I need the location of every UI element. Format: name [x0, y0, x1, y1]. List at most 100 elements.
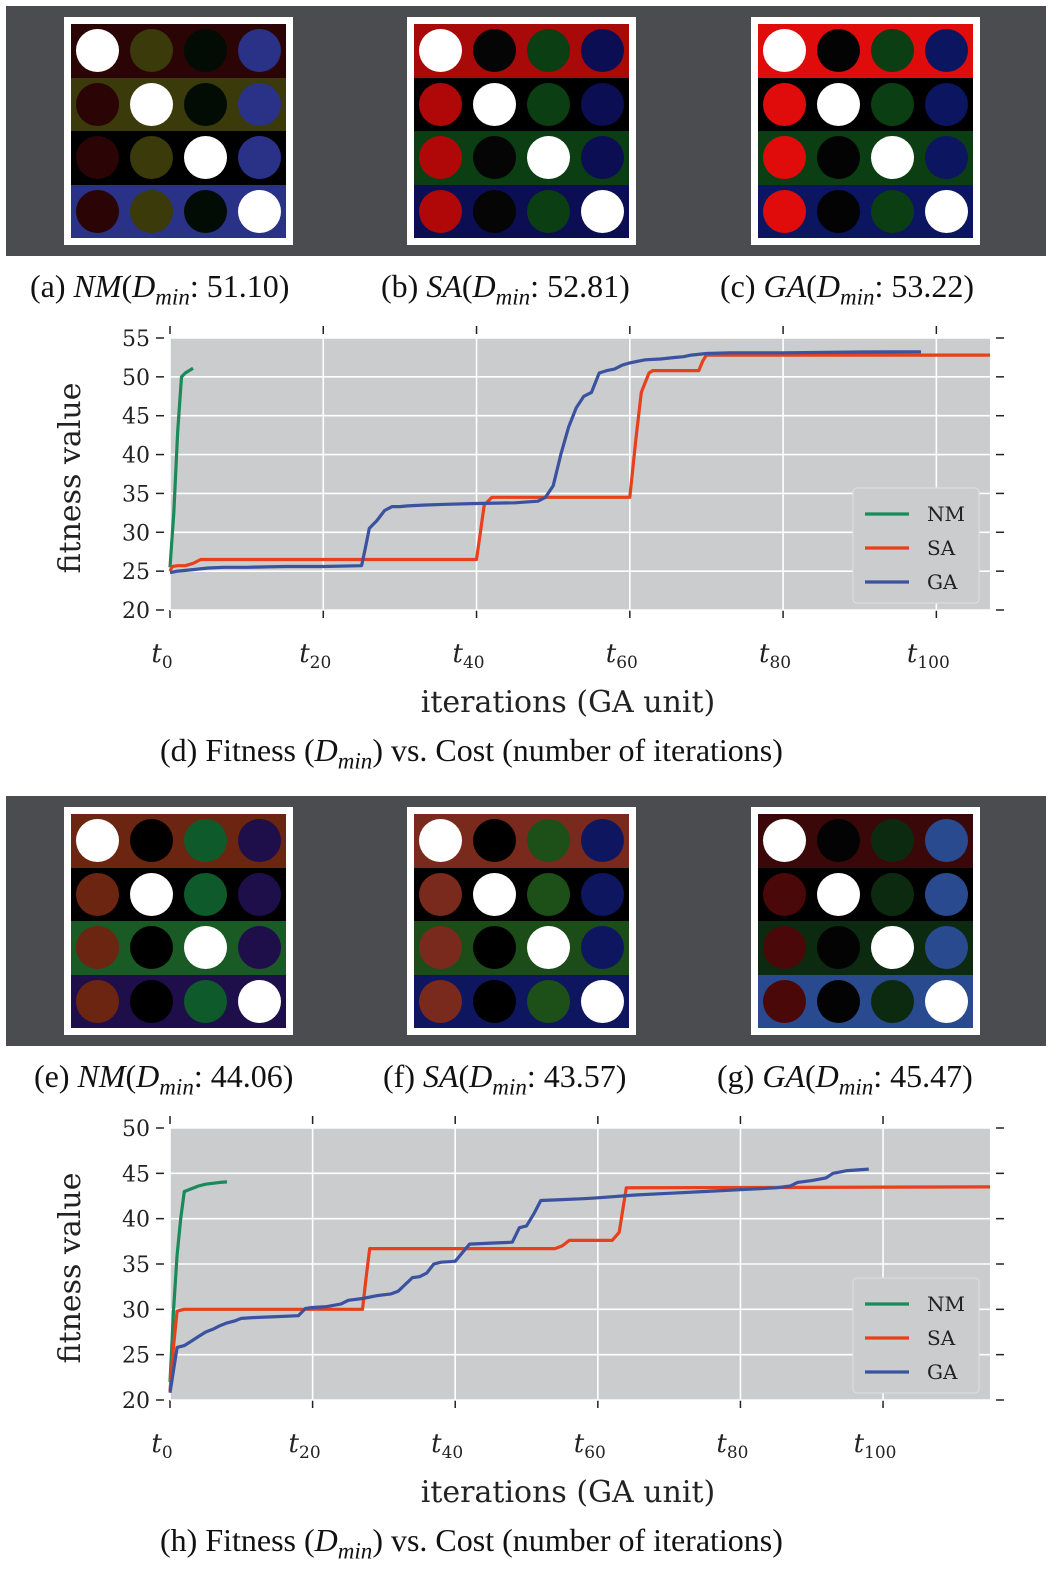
tile-circle [183, 29, 227, 73]
x-tick-label: t20 [299, 639, 331, 673]
tile-circle [924, 136, 968, 180]
tile-circle [419, 29, 463, 73]
y-tick-label: 25 [122, 560, 150, 585]
caption-a: (a) NM(Dmin: 51.10) [30, 268, 290, 310]
tile-circle [237, 189, 281, 233]
tile-circle [183, 189, 227, 233]
tile-circle [817, 189, 861, 233]
tile-circle [580, 136, 624, 180]
tile-circle [130, 819, 174, 863]
tile-circle [473, 29, 517, 73]
tile-circle [130, 136, 174, 180]
tile-band [71, 921, 286, 975]
tile-circle [870, 872, 914, 916]
tile-circle [870, 82, 914, 126]
tile-circle [130, 926, 174, 970]
x-tick-label: t40 [431, 1429, 463, 1463]
tile-band [414, 921, 629, 975]
tile-circle [526, 29, 570, 73]
tile-a [64, 17, 293, 245]
y-tick-label: 40 [122, 1208, 150, 1233]
tile-band [758, 867, 973, 921]
y-axis-label: fitness value [53, 383, 88, 574]
tile-circle [419, 136, 463, 180]
y-tick-label: 45 [122, 405, 150, 430]
tile-circle [237, 926, 281, 970]
tile-band [758, 921, 973, 975]
tile-band [414, 131, 629, 185]
tile-f [407, 807, 636, 1035]
tile-circle [419, 189, 463, 233]
tile-circle [763, 926, 807, 970]
tile-circle [817, 926, 861, 970]
tile-circle [526, 979, 570, 1023]
tile-circle [237, 872, 281, 916]
tile-band [414, 867, 629, 921]
tile-circle [76, 926, 120, 970]
chart-d: 20 25 30 35 40 45 50 55 t0 t20 t40 t60 t80 t100 iterat… [53, 326, 1004, 720]
tile-circle [924, 872, 968, 916]
tile-b [407, 17, 636, 245]
x-tick-label: t80 [716, 1429, 748, 1463]
tile-circle [580, 82, 624, 126]
x-axis-label: iterations (GA unit) [421, 1475, 715, 1510]
tile-circle [870, 136, 914, 180]
tile-band [414, 974, 629, 1028]
tile-circle [183, 926, 227, 970]
tile-band [71, 814, 286, 868]
tile-circle [924, 29, 968, 73]
series-line-nm [168, 366, 194, 568]
series-line-ga [168, 1167, 869, 1393]
tile-circle [817, 29, 861, 73]
tile-circle [817, 819, 861, 863]
legend-box [852, 1277, 980, 1394]
tile-circle [763, 29, 807, 73]
tile-circle [817, 872, 861, 916]
tile-circle [473, 189, 517, 233]
chart-h: 20 25 30 35 40 45 50 t0 t20 t40 t60 t80 t100 iteratio… [53, 1116, 1004, 1510]
tile-band [758, 24, 973, 78]
tile-circle [580, 872, 624, 916]
tile-circle [130, 872, 174, 916]
tile-circle [763, 872, 807, 916]
tile-circle [237, 29, 281, 73]
tile-g [751, 807, 980, 1035]
tile-circle [817, 82, 861, 126]
tile-band [758, 814, 973, 868]
tile-circle [419, 979, 463, 1023]
tile-band [414, 77, 629, 131]
tile-circle [580, 979, 624, 1023]
tile-circle [526, 926, 570, 970]
tile-circle [76, 136, 120, 180]
tile-circle [526, 819, 570, 863]
tile-circle [419, 926, 463, 970]
x-tick-label: t100 [854, 1429, 897, 1463]
y-tick-label: 45 [122, 1162, 150, 1187]
y-tick-label: 55 [122, 327, 150, 352]
x-tick-label: t0 [151, 1429, 172, 1463]
tile-circle [76, 872, 120, 916]
tile-circle [580, 29, 624, 73]
tile-circle [183, 136, 227, 180]
tile-circle [237, 82, 281, 126]
tile-circle [183, 82, 227, 126]
tile-circle [473, 872, 517, 916]
x-tick-label: t20 [289, 1429, 321, 1463]
tile-circle [526, 82, 570, 126]
caption-h: (h) Fitness (Dmin) vs. Cost (number of i… [160, 1522, 783, 1564]
tile-circle [580, 189, 624, 233]
tile-circle [526, 189, 570, 233]
tile-circle [473, 926, 517, 970]
tile-circle [817, 979, 861, 1023]
tile-circle [130, 189, 174, 233]
x-tick-label: t0 [151, 639, 172, 673]
tile-circle [473, 136, 517, 180]
x-tick-label: t80 [759, 639, 791, 673]
tile-circle [76, 29, 120, 73]
y-tick-label: 50 [122, 1117, 150, 1142]
tile-circle [130, 979, 174, 1023]
y-tick-label: 30 [122, 1298, 150, 1323]
tile-circle [419, 82, 463, 126]
tile-circle [526, 872, 570, 916]
